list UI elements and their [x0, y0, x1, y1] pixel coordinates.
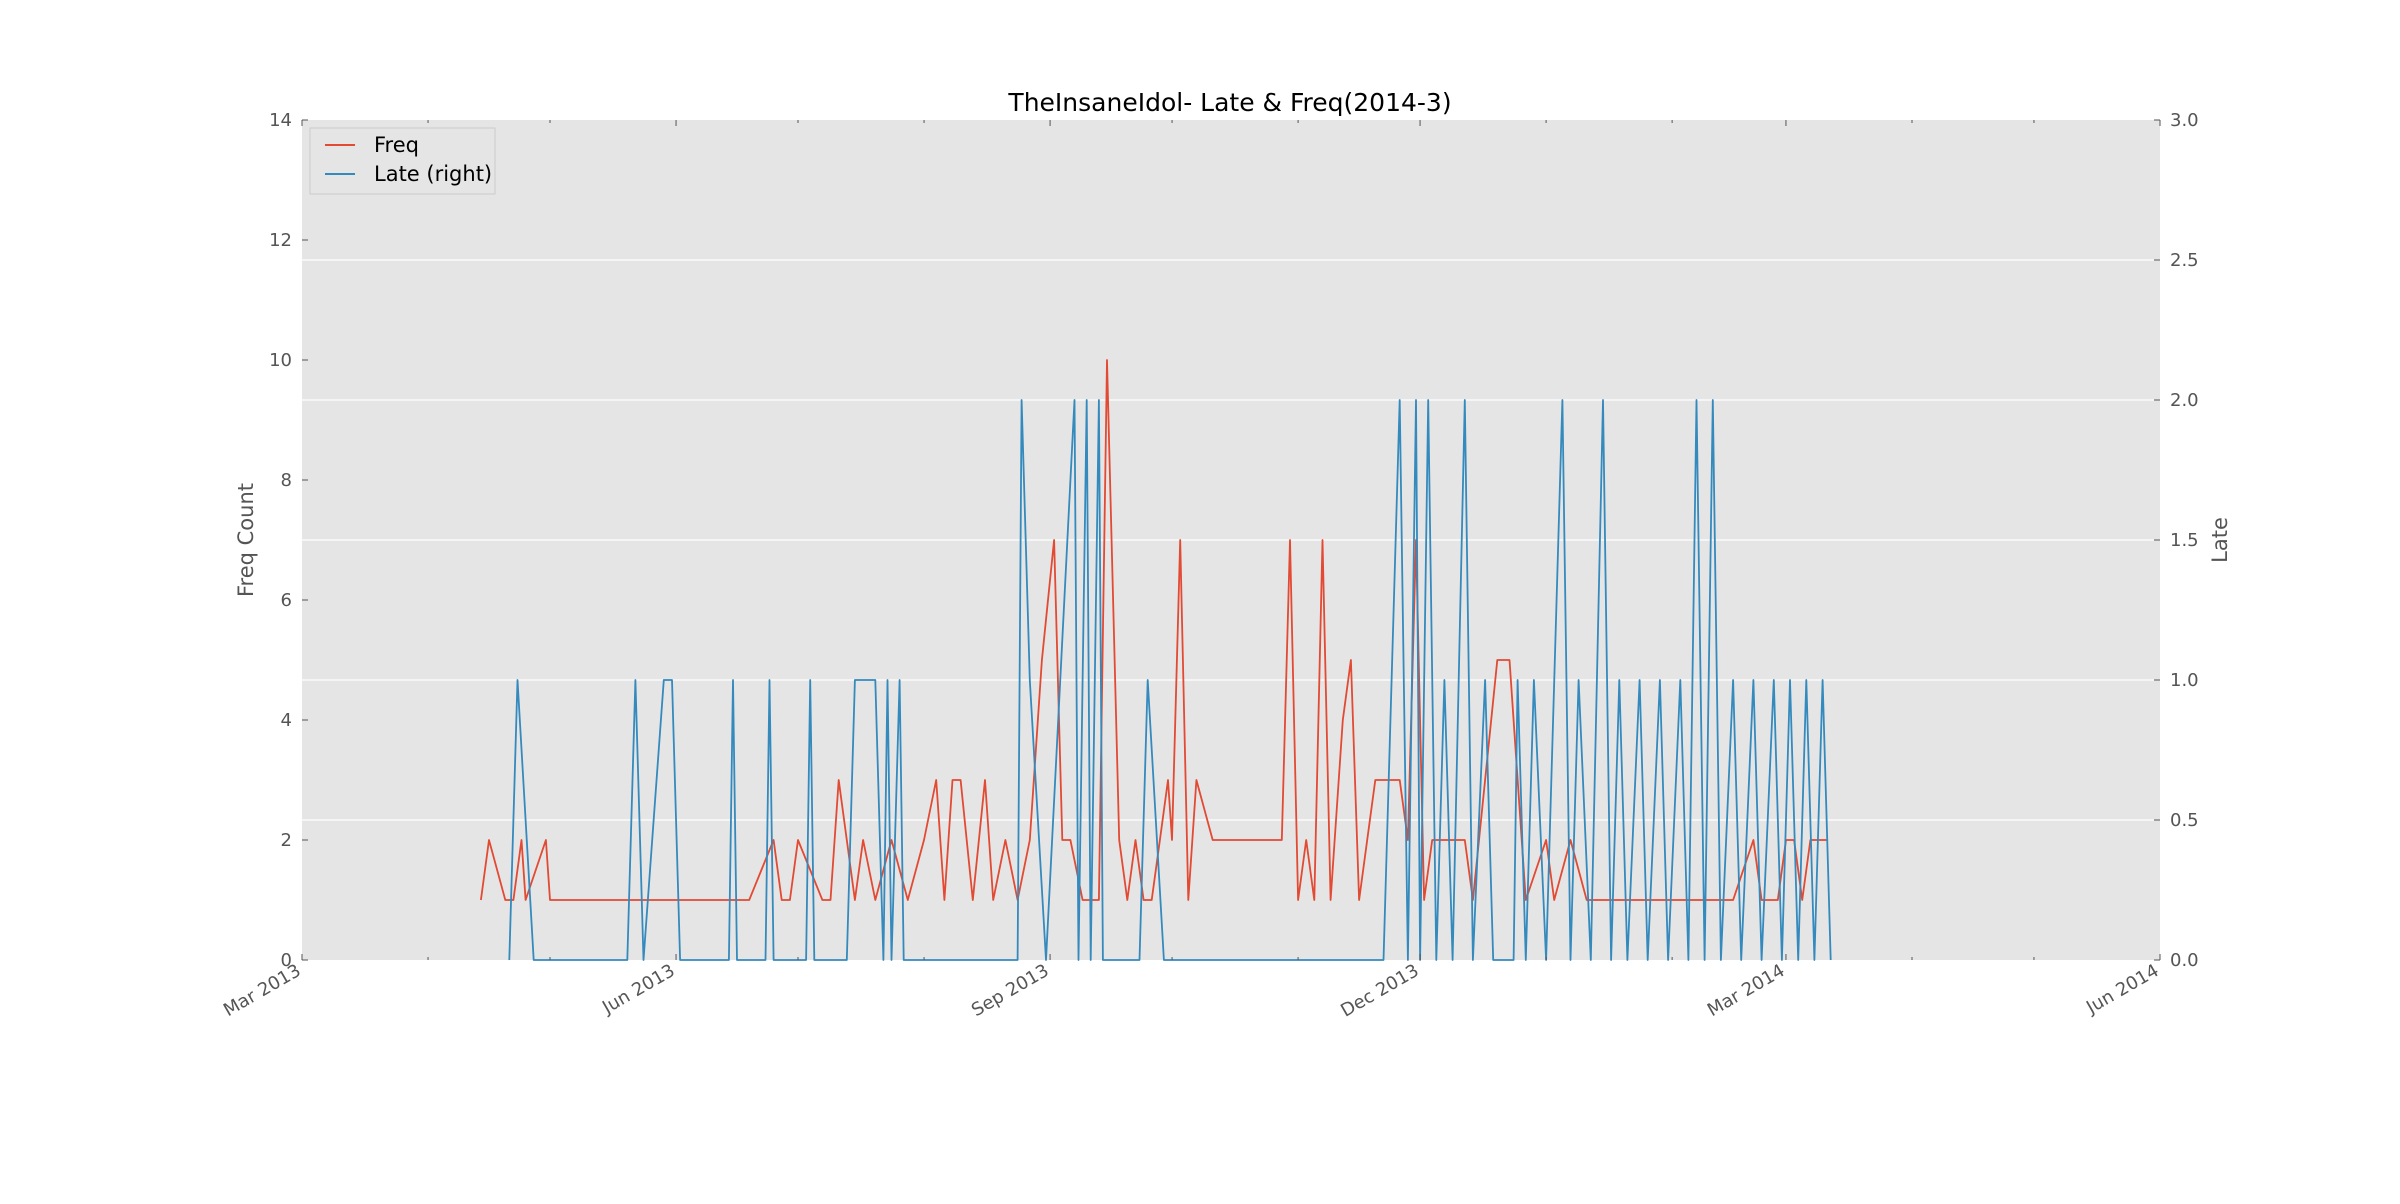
y-tick-label-left-1: 2 [281, 830, 292, 851]
y-tick-label-right-6: 3.0 [2170, 110, 2199, 131]
y-tick-label-left-2: 4 [281, 710, 292, 731]
x-tick-label-1: Jun 2013 [598, 960, 678, 1019]
x-tick-label-5: Jun 2014 [2082, 960, 2162, 1019]
legend-label-late: Late (right) [374, 162, 492, 186]
y-tick-label-right-1: 0.5 [2170, 810, 2199, 831]
x-tick-label-0: Mar 2013 [220, 960, 305, 1021]
series-line-0 [480, 359, 1827, 901]
grid-lines [302, 259, 2160, 821]
y-axis-label-left: Freq Count [234, 483, 258, 597]
legend-label-freq: Freq [374, 133, 419, 157]
y-tick-label-right-3: 1.5 [2170, 530, 2199, 551]
y-tick-label-right-5: 2.5 [2170, 250, 2199, 271]
legend: Freq Late (right) [309, 127, 496, 195]
y-tick-label-left-5: 10 [269, 350, 292, 371]
y-tick-label-right-4: 2.0 [2170, 390, 2199, 411]
y-tick-label-left-3: 6 [281, 590, 292, 611]
chart-title: TheInsaneIdol- Late & Freq(2014-3) [1007, 88, 1451, 117]
y-axis-label-right: Late [2208, 517, 2232, 563]
y-tick-label-right-2: 1.0 [2170, 670, 2199, 691]
legend-box [309, 127, 496, 195]
y-tick-label-left-0: 0 [281, 950, 292, 971]
x-tick-label-3: Dec 2013 [1337, 960, 1422, 1021]
y-tick-label-left-4: 8 [281, 470, 292, 491]
y-tick-label-left-6: 12 [269, 230, 292, 251]
y-tick-label-left-7: 14 [269, 110, 292, 131]
x-tick-label-2: Sep 2013 [968, 960, 1053, 1021]
x-tick-label-4: Mar 2014 [1704, 960, 1789, 1021]
y-tick-label-right-0: 0.0 [2170, 950, 2199, 971]
